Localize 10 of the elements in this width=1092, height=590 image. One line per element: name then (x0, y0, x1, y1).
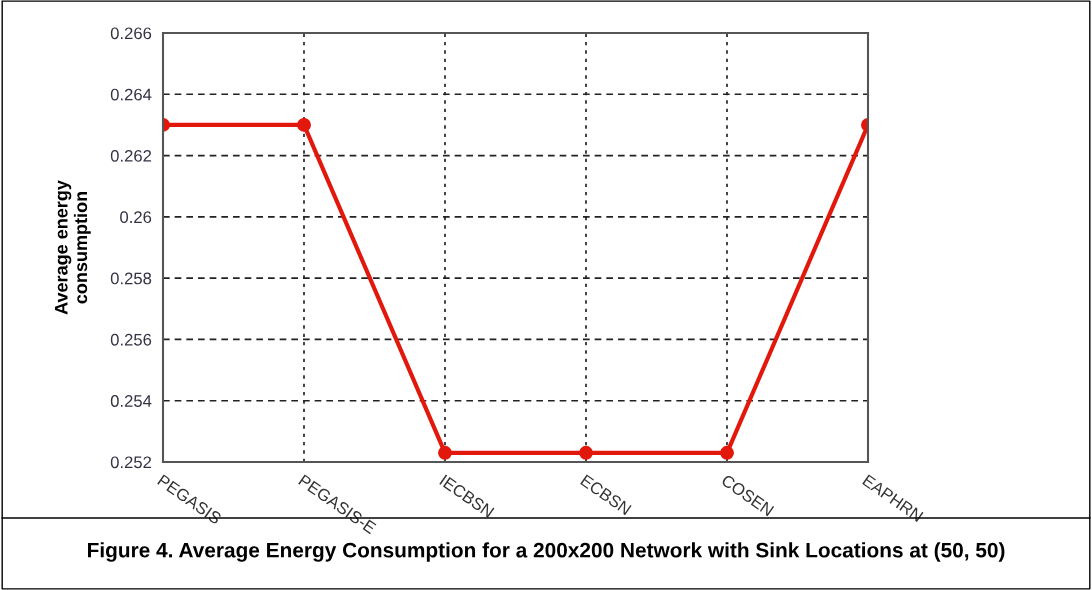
y-tick-label: 0.254 (110, 395, 152, 407)
y-tick-label: 0.258 (110, 272, 152, 285)
y-tick-label: 0.262 (110, 149, 152, 162)
y-tick-label: 0.266 (110, 27, 152, 40)
y-tick-label: 0.26 (120, 211, 152, 224)
y-tick-label: 0.252 (110, 456, 152, 469)
y-axis-title: Average energy consumption (55, 180, 91, 315)
y-tick-label: 0.264 (110, 88, 152, 101)
caption: Figure 4. Average Energy Consumption for a 200x200 Network with Sink Locations at (50, 50) (88, 542, 1005, 562)
y-tick-label: 0.256 (110, 333, 152, 346)
